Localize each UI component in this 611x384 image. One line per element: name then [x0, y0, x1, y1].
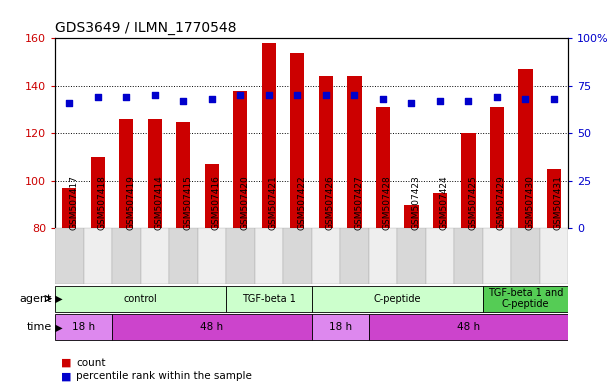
Bar [547, 169, 561, 228]
Text: GSM507431: GSM507431 [554, 175, 563, 230]
Bar [226, 228, 255, 284]
Bar [404, 205, 419, 228]
Bar [290, 53, 304, 228]
Bar [176, 122, 191, 228]
Bar [368, 314, 568, 340]
Text: GSM507426: GSM507426 [326, 175, 335, 230]
Bar [148, 119, 162, 228]
Bar [490, 107, 504, 228]
Bar [169, 228, 197, 284]
Bar [483, 286, 568, 311]
Bar [141, 228, 169, 284]
Bar [518, 69, 533, 228]
Point [464, 98, 474, 104]
Bar [197, 228, 226, 284]
Bar [461, 133, 475, 228]
Bar [312, 314, 368, 340]
Bar [340, 228, 368, 284]
Bar [119, 119, 133, 228]
Bar [319, 76, 333, 228]
Point [521, 96, 530, 102]
Point [549, 96, 559, 102]
Bar [426, 228, 454, 284]
Text: GSM507418: GSM507418 [98, 175, 107, 230]
Bar [433, 193, 447, 228]
Text: GSM507429: GSM507429 [497, 175, 506, 230]
Bar [368, 228, 397, 284]
Point [64, 100, 74, 106]
Point [264, 92, 274, 98]
Text: GSM507419: GSM507419 [126, 175, 135, 230]
Point [321, 92, 331, 98]
Text: GSM507416: GSM507416 [212, 175, 221, 230]
Point [207, 96, 217, 102]
Bar [84, 228, 112, 284]
Text: TGF-beta 1 and
C-peptide: TGF-beta 1 and C-peptide [488, 288, 563, 310]
Text: agent: agent [20, 293, 52, 304]
Text: time: time [27, 322, 52, 333]
Bar [205, 164, 219, 228]
Text: GSM507417: GSM507417 [69, 175, 78, 230]
Text: GSM507428: GSM507428 [383, 175, 392, 230]
Text: GSM507414: GSM507414 [155, 175, 164, 230]
Text: GSM507425: GSM507425 [469, 175, 477, 230]
Text: GSM507427: GSM507427 [354, 175, 364, 230]
Point [349, 92, 359, 98]
Point [178, 98, 188, 104]
Text: 48 h: 48 h [457, 322, 480, 333]
Bar [312, 286, 483, 311]
Bar [397, 228, 426, 284]
Text: ■: ■ [61, 358, 71, 368]
Text: GSM507424: GSM507424 [440, 175, 449, 230]
Point [122, 94, 131, 100]
Bar [62, 188, 76, 228]
Text: percentile rank within the sample: percentile rank within the sample [76, 371, 252, 381]
Bar [90, 157, 105, 228]
Bar [55, 286, 226, 311]
Text: C-peptide: C-peptide [373, 293, 421, 304]
Point [406, 100, 416, 106]
Bar [226, 286, 312, 311]
Bar [347, 76, 362, 228]
Bar [233, 91, 247, 228]
Bar [55, 314, 112, 340]
Text: control: control [123, 293, 158, 304]
Text: GSM507423: GSM507423 [411, 175, 420, 230]
Point [235, 92, 245, 98]
Point [435, 98, 445, 104]
Text: count: count [76, 358, 106, 368]
Bar [262, 43, 276, 228]
Text: GSM507421: GSM507421 [269, 175, 278, 230]
Text: 18 h: 18 h [72, 322, 95, 333]
Point [492, 94, 502, 100]
Bar [312, 228, 340, 284]
Bar [376, 107, 390, 228]
Text: GSM507430: GSM507430 [525, 175, 535, 230]
Text: ▶: ▶ [52, 322, 62, 333]
Point [150, 92, 159, 98]
Text: TGF-beta 1: TGF-beta 1 [242, 293, 296, 304]
Text: ■: ■ [61, 371, 71, 381]
Point [293, 92, 302, 98]
Text: 18 h: 18 h [329, 322, 352, 333]
Bar [540, 228, 568, 284]
Bar [483, 228, 511, 284]
Bar [283, 228, 312, 284]
Text: GSM507415: GSM507415 [183, 175, 192, 230]
Bar [112, 314, 312, 340]
Bar [55, 228, 84, 284]
Bar [255, 228, 283, 284]
Text: GSM507422: GSM507422 [298, 175, 306, 230]
Bar [112, 228, 141, 284]
Point [93, 94, 103, 100]
Bar [511, 228, 540, 284]
Point [378, 96, 388, 102]
Text: 48 h: 48 h [200, 322, 224, 333]
Text: GDS3649 / ILMN_1770548: GDS3649 / ILMN_1770548 [55, 21, 236, 35]
Text: GSM507420: GSM507420 [240, 175, 249, 230]
Bar [454, 228, 483, 284]
Text: ▶: ▶ [52, 293, 62, 304]
